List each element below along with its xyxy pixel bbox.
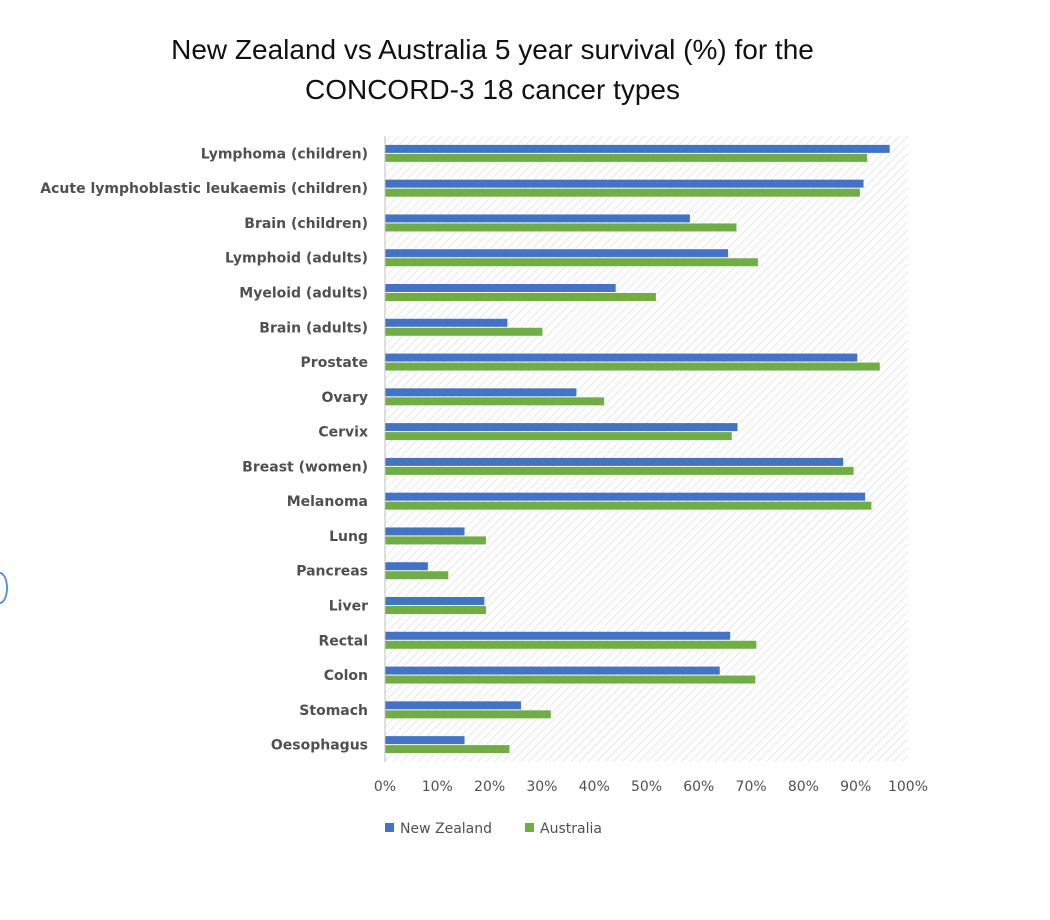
bar-new-zealand [385,701,521,710]
x-tick-label: 80% [788,779,819,795]
bar-new-zealand [385,457,844,466]
category-label: Myeloid (adults) [239,286,368,302]
x-tick-label: 0% [374,779,396,795]
bar-australia [385,397,605,406]
x-tick-label: 50% [631,779,662,795]
x-tick-label: 60% [683,779,714,795]
category-label: Lymphoid (adults) [225,251,368,267]
bar-australia [385,501,872,510]
category-labels: Lymphoma (children) Acute lymphoblastic l… [40,146,368,753]
bar-australia [385,640,757,649]
x-tick-label: 10% [422,779,453,795]
bar-australia [385,293,656,301]
bar-new-zealand [385,214,690,223]
bar-australia [385,362,880,371]
bar-australia [385,745,510,754]
chart-title-line-2: CONCORD-3 18 cancer types [304,74,680,105]
category-label: Rectal [318,633,368,649]
legend-label: Australia [540,821,602,837]
bar-new-zealand [385,353,858,362]
chart-title: New Zealand vs Australia 5 year survival… [0,30,985,110]
category-label: Ovary [321,390,368,406]
bar-new-zealand [385,597,485,605]
bar-new-zealand [385,318,508,327]
category-label: Brain (children) [244,216,368,232]
bar-australia [385,536,486,545]
category-label: Colon [324,668,368,684]
plot-area [385,136,908,762]
category-label: Lung [329,529,368,545]
legend: New Zealand Australia [385,821,602,837]
bar-australia [385,258,758,267]
legend-swatch [385,823,394,832]
bars-layer [384,136,890,762]
category-label: Brain (adults) [259,320,368,336]
x-tick-labels: 0% 10% 20% 30% 40% 50% 60% 70% 80% 90% 100% [374,779,928,795]
category-label: Oesophagus [271,738,368,754]
category-label: Acute lymphoblastic leukaemis (children) [40,181,368,197]
bar-new-zealand [385,631,731,640]
bar-australia [385,432,732,441]
category-label: Pancreas [296,564,368,580]
legend-swatch [525,823,534,832]
bar-new-zealand [385,423,738,432]
bar-new-zealand [385,492,866,501]
category-label: Breast (women) [242,459,368,475]
bar-new-zealand [385,284,616,292]
category-label: Liver [329,599,368,615]
x-tick-label: 70% [736,779,767,795]
bar-australia [385,153,868,162]
bar-new-zealand [385,562,428,571]
bar-new-zealand [385,388,577,397]
bar-new-zealand [385,249,729,258]
bar-new-zealand [385,144,890,153]
x-tick-label: 40% [579,779,610,795]
bar-australia [385,223,737,232]
chart-title-line-1: New Zealand vs Australia 5 year survival… [171,34,814,65]
category-label: Lymphoma (children) [201,146,368,162]
bar-australia [385,606,486,614]
category-label: Cervix [318,425,368,441]
x-tick-label: 30% [526,779,557,795]
category-label: Stomach [299,703,368,719]
bar-australia [385,571,449,580]
bar-australia [385,710,551,719]
x-tick-label: 90% [840,779,871,795]
category-label: Prostate [301,355,368,371]
bar-new-zealand [385,179,864,188]
bar-australia [385,466,854,475]
bar-australia [385,675,756,684]
bar-new-zealand [385,527,465,536]
x-tick-label: 20% [474,779,505,795]
legend-label: New Zealand [400,821,492,837]
bar-australia [385,188,860,197]
x-tick-label: 100% [888,779,928,795]
bar-new-zealand [385,666,720,675]
bar-new-zealand [385,736,465,745]
category-label: Melanoma [287,494,368,510]
bar-australia [385,327,543,336]
